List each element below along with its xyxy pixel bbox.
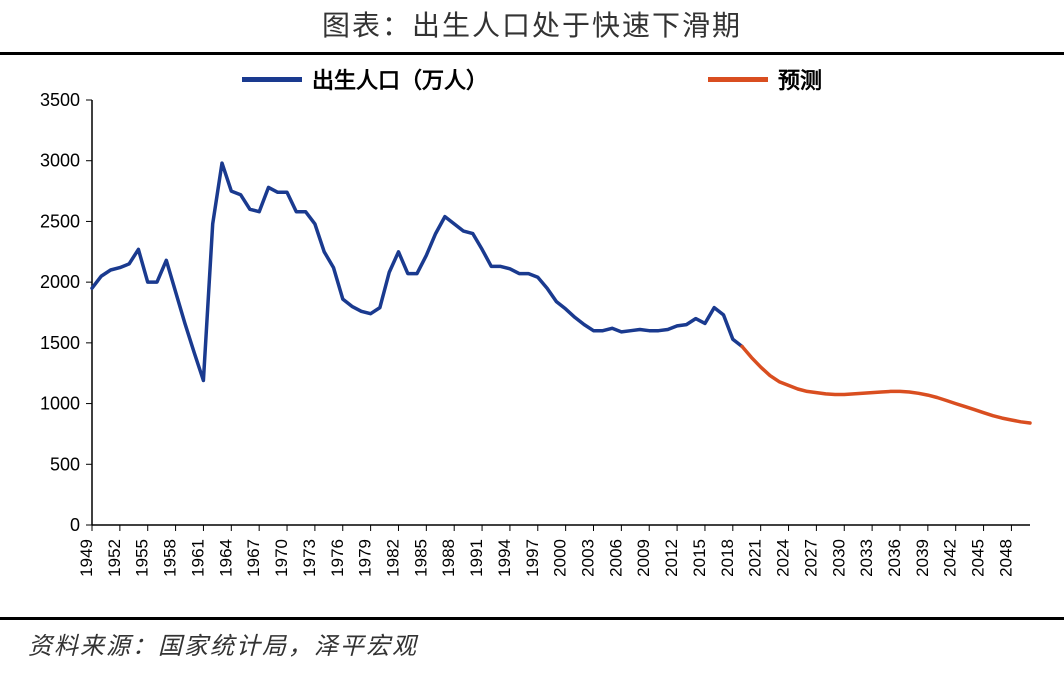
- svg-text:2039: 2039: [913, 539, 932, 577]
- svg-text:2033: 2033: [857, 539, 876, 577]
- svg-text:1964: 1964: [216, 539, 235, 577]
- svg-text:1949: 1949: [77, 539, 96, 577]
- svg-text:1958: 1958: [161, 539, 180, 577]
- svg-text:1991: 1991: [467, 539, 486, 577]
- plot-svg: 0 500 1000 1500 2000 2500 3000 3500 1949 1952 1955…: [0, 55, 1064, 615]
- svg-text:1955: 1955: [133, 539, 152, 577]
- svg-text:2027: 2027: [801, 539, 820, 577]
- svg-text:1952: 1952: [105, 539, 124, 577]
- svg-text:2036: 2036: [885, 539, 904, 577]
- svg-text:2000: 2000: [551, 539, 570, 577]
- svg-text:1982: 1982: [383, 539, 402, 577]
- svg-text:2021: 2021: [746, 539, 765, 577]
- svg-text:1997: 1997: [523, 539, 542, 577]
- svg-text:1970: 1970: [272, 539, 291, 577]
- chart-area: 出生人口（万人） 预测 0500100015002000250030003500…: [0, 55, 1064, 615]
- svg-text:1976: 1976: [328, 539, 347, 577]
- svg-text:1988: 1988: [439, 539, 458, 577]
- svg-text:0: 0: [70, 515, 80, 535]
- svg-text:2003: 2003: [579, 539, 598, 577]
- svg-text:1985: 1985: [411, 539, 430, 577]
- svg-text:1994: 1994: [495, 539, 514, 577]
- svg-text:3000: 3000: [40, 151, 80, 171]
- chart-title: 图表：出生人口处于快速下滑期: [0, 4, 1064, 44]
- svg-text:500: 500: [50, 454, 80, 474]
- svg-text:2009: 2009: [634, 539, 653, 577]
- svg-text:2000: 2000: [40, 272, 80, 292]
- source-line: 资料来源：国家统计局，泽平宏观: [0, 620, 1064, 661]
- svg-text:2048: 2048: [996, 539, 1015, 577]
- svg-text:3500: 3500: [40, 90, 80, 110]
- svg-text:2024: 2024: [774, 539, 793, 577]
- svg-text:2500: 2500: [40, 211, 80, 231]
- svg-text:1967: 1967: [244, 539, 263, 577]
- svg-text:2045: 2045: [969, 539, 988, 577]
- svg-text:1979: 1979: [356, 539, 375, 577]
- svg-text:1000: 1000: [40, 394, 80, 414]
- svg-text:2012: 2012: [662, 539, 681, 577]
- svg-text:2030: 2030: [829, 539, 848, 577]
- svg-text:2015: 2015: [690, 539, 709, 577]
- svg-text:1973: 1973: [300, 539, 319, 577]
- title-bar: 图表：出生人口处于快速下滑期: [0, 0, 1064, 55]
- svg-text:2018: 2018: [718, 539, 737, 577]
- svg-text:1500: 1500: [40, 333, 80, 353]
- svg-text:2006: 2006: [606, 539, 625, 577]
- svg-text:1961: 1961: [188, 539, 207, 577]
- svg-text:2042: 2042: [941, 539, 960, 577]
